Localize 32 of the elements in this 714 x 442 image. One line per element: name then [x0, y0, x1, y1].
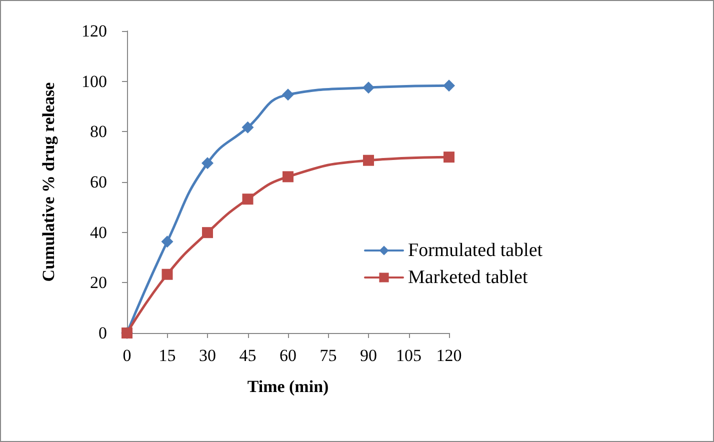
y-axis-title: Cumulative % drug release: [39, 82, 58, 282]
point: [282, 88, 294, 101]
x-tick-label: 120: [436, 346, 462, 365]
y-tick-label: 80: [90, 122, 107, 142]
y-tick-label: 40: [90, 222, 107, 242]
x-tick-label: 0: [122, 346, 132, 365]
x-tick-label: 30: [199, 346, 216, 365]
x-tick-label: 105: [396, 346, 422, 365]
x-tick-label: 75: [320, 346, 337, 365]
point: [282, 171, 294, 182]
point: [242, 194, 254, 205]
point: [363, 154, 374, 166]
y-tick-label: 20: [90, 273, 107, 292]
legend-label: Formulated tablet: [408, 240, 544, 261]
x-tick-label: 60: [280, 346, 296, 365]
y-tick-label: 100: [82, 72, 107, 91]
point: [443, 80, 455, 92]
y-tick-label: 120: [82, 22, 107, 40]
point: [202, 227, 213, 238]
x-tick-label: 15: [158, 346, 176, 365]
x-tick-label: 45: [239, 346, 256, 365]
x-axis-title: Time (min): [247, 377, 329, 396]
legend-label: Marketed tablet: [408, 267, 528, 288]
point: [242, 121, 254, 134]
point: [362, 82, 374, 94]
y-tick-label: 0: [98, 324, 107, 342]
point: [444, 152, 454, 163]
y-tick-label: 60: [90, 172, 107, 192]
point: [202, 157, 214, 170]
point: [162, 268, 173, 280]
point: [161, 236, 174, 248]
x-tick-label: 90: [360, 346, 377, 365]
